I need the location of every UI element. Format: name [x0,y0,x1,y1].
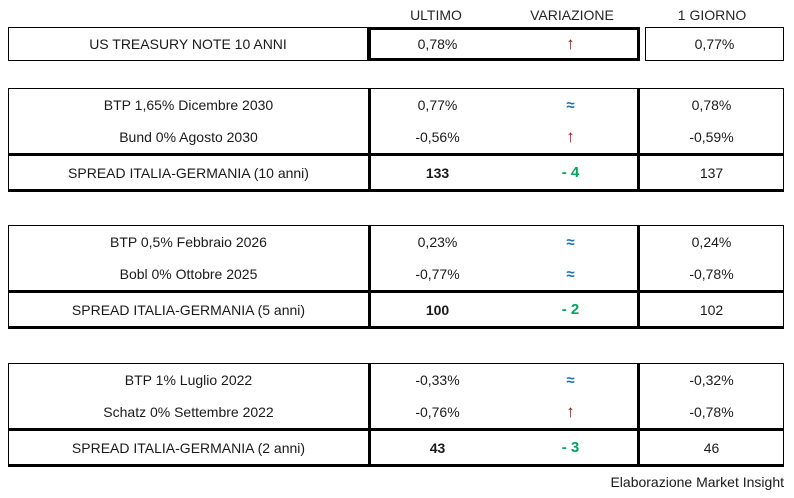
values-box: 100 - 2 [368,290,640,326]
spread-giorno-value: 137 [640,153,783,189]
table-row: Bund 0% Agosto 2030 -0,56% ↑ -0,59% [9,121,783,153]
ultimo-value: 0,77% [417,97,458,113]
spread-block-5-anni: BTP 0,5% Febbraio 2026 0,23% ≈ 0,24% Bob… [8,225,784,329]
instrument-label: Bobl 0% Ottobre 2025 [119,266,258,282]
approx-equal-icon: ≈ [566,96,575,114]
table-row: Schatz 0% Settembre 2022 -0,76% ↑ -0,78% [9,396,783,428]
values-box: 43 - 3 [368,428,640,464]
values-box: 133 - 4 [368,153,640,189]
us-treasury-values-box: 0,78% ↑ [368,27,640,61]
values-box: 0,23% ≈ [368,226,640,258]
spread-label: SPREAD ITALIA-GERMANIA (2 anni) [9,428,368,464]
up-arrow-icon: ↑ [566,402,575,421]
up-arrow-icon: ↑ [566,127,575,146]
approx-equal-icon: ≈ [566,265,575,283]
column-header-ultimo: ULTIMO [410,7,462,23]
spread-block-2-anni: BTP 1% Luglio 2022 -0,33% ≈ -0,32% Schat… [8,363,784,467]
spread-ultimo-value: 100 [425,301,450,318]
spread-row: SPREAD ITALIA-GERMANIA (5 anni) 100 - 2 … [9,290,783,326]
approx-equal-icon: ≈ [566,233,575,251]
spread-change-value: - 2 [561,301,580,318]
giorno-value: -0,32% [689,372,734,388]
table-row: BTP 1% Luglio 2022 -0,33% ≈ -0,32% [9,364,783,396]
giorno-value: 0,24% [691,234,732,250]
values-box: -0,33% ≈ [368,364,640,396]
ultimo-value: -0,56% [415,129,460,145]
ultimo-value: -0,77% [415,266,460,282]
spread-ultimo-value: 43 [429,439,446,456]
spread-row: SPREAD ITALIA-GERMANIA (2 anni) 43 - 3 4… [9,428,783,464]
spread-giorno-value: 46 [640,428,783,464]
giorno-value: 0,77% [645,27,784,61]
spread-label: SPREAD ITALIA-GERMANIA (10 anni) [9,153,368,189]
values-box: 0,77% ≈ [368,89,640,121]
footer-credit: Elaborazione Market Insight [610,474,784,490]
instrument-label-us-treasury: US TREASURY NOTE 10 ANNI [8,27,368,61]
spread-change-value: - 3 [561,439,580,456]
spread-row: SPREAD ITALIA-GERMANIA (10 anni) 133 - 4… [9,153,783,189]
column-header-1-giorno: 1 GIORNO [677,7,747,23]
table-row: Bobl 0% Ottobre 2025 -0,77% ≈ -0,78% [9,258,783,290]
spread-block-10-anni: BTP 1,65% Dicembre 2030 0,77% ≈ 0,78% Bu… [8,88,784,192]
giorno-value: -0,78% [689,404,734,420]
spread-giorno-value: 102 [640,290,783,326]
values-box: -0,77% ≈ [368,258,640,290]
values-box: -0,56% ↑ [368,121,640,153]
table-row: BTP 0,5% Febbraio 2026 0,23% ≈ 0,24% [9,226,783,258]
approx-equal-icon: ≈ [566,371,575,389]
ultimo-value: 0,78% [417,36,458,52]
spread-ultimo-value: 133 [425,164,450,181]
ultimo-value: 0,23% [417,234,458,250]
giorno-value: 0,78% [691,97,732,113]
ultimo-value: -0,76% [415,404,460,420]
spread-change-value: - 4 [561,164,580,181]
spread-label: SPREAD ITALIA-GERMANIA (5 anni) [9,290,368,326]
instrument-label: BTP 1,65% Dicembre 2030 [103,97,274,113]
values-box: -0,76% ↑ [368,396,640,428]
giorno-value: -0,59% [689,129,734,145]
instrument-label: BTP 0,5% Febbraio 2026 [110,234,267,250]
instrument-label: Bund 0% Agosto 2030 [119,129,258,145]
up-arrow-icon: ↑ [566,34,575,53]
ultimo-value: -0,33% [415,372,460,388]
giorno-value: -0,78% [689,266,734,282]
instrument-label: BTP 1% Luglio 2022 [124,372,253,388]
table-row: BTP 1,65% Dicembre 2030 0,77% ≈ 0,78% [9,89,783,121]
instrument-label: Schatz 0% Settembre 2022 [103,404,274,420]
column-header-variazione: VARIAZIONE [530,7,614,23]
